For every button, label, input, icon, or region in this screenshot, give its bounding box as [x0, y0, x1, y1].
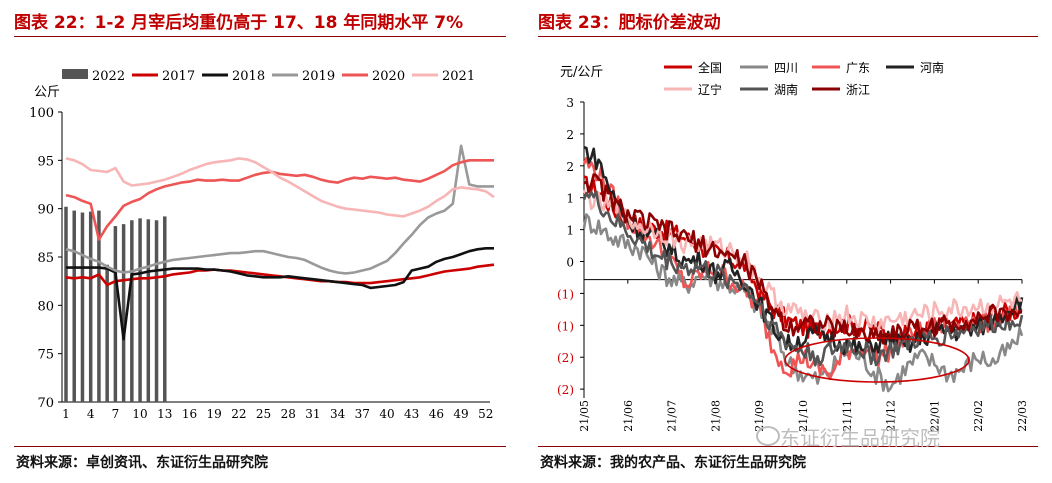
left-x-tick-label: 22 — [231, 407, 246, 421]
right-title-rule — [538, 36, 1038, 37]
left-legend-label-2017: 2017 — [162, 69, 195, 84]
left-legend-label-2020: 2020 — [372, 69, 405, 84]
left-bar-2022 — [146, 219, 151, 402]
left-bar-2022 — [130, 220, 134, 402]
left-y-tick-label: 100 — [29, 106, 54, 121]
left-legend-label-2022: 2022 — [92, 69, 125, 84]
left-source-rule — [14, 446, 506, 447]
watermark-wechat-icon — [756, 426, 780, 446]
left-x-tick-label: 28 — [281, 407, 296, 421]
right-y-tick-label: 0 — [566, 256, 574, 270]
left-bar-2022 — [88, 211, 93, 402]
right-source-rule — [538, 446, 1038, 447]
right-y-tick-label: (2) — [557, 351, 574, 365]
left-y-axis-label: 公斤 — [34, 85, 60, 100]
left-x-tick-label: 16 — [182, 407, 197, 421]
left-y-tick-label: 70 — [37, 396, 54, 411]
left-bar-2022 — [97, 210, 101, 402]
right-x-tick-label: 21/05 — [578, 400, 591, 432]
right-x-tick-label: 21/06 — [622, 400, 635, 432]
left-bar-2022 — [138, 218, 142, 402]
right-x-tick-label: 21/08 — [709, 400, 722, 432]
right-y-tick-label: (2) — [557, 383, 574, 397]
left-legend-swatch-2022 — [62, 69, 88, 79]
left-legend-label-2021: 2021 — [442, 69, 475, 84]
left-series-line-2021 — [65, 157, 495, 218]
left-x-tick-label: 25 — [256, 407, 271, 421]
left-y-tick-label: 90 — [37, 203, 54, 218]
left-bar-2022 — [72, 210, 76, 402]
left-x-tick-label: 49 — [453, 407, 468, 421]
right-x-tick-label: 22/03 — [1016, 400, 1029, 432]
left-series-line-2019 — [65, 144, 494, 275]
left-x-tick-label: 4 — [87, 407, 95, 421]
right-series-line-四川 — [582, 213, 1024, 393]
left-y-tick-label: 80 — [37, 299, 54, 314]
left-chart: 70 75 80 85 90 95 100 公斤 1 4 7 10 13 16 19 22 25 28 31 34 37… — [29, 69, 495, 421]
right-legend-label-四川: 四川 — [774, 61, 798, 75]
left-x-tick-label: 1 — [62, 407, 70, 421]
right-y-tick-label: 2 — [566, 128, 574, 142]
right-x-tick-label: 21/11 — [841, 400, 854, 432]
left-x-tick-label: 34 — [330, 407, 346, 421]
left-legend-label-2018: 2018 — [232, 69, 265, 84]
right-legend-label-全国: 全国 — [698, 60, 722, 75]
right-y-tick-label: 2 — [566, 160, 574, 174]
left-x-tick-label: 10 — [132, 407, 147, 421]
right-legend-label-河南: 河南 — [920, 60, 944, 75]
right-x-tick-label: 22/02 — [972, 400, 985, 432]
right-y-tick-label: 1 — [566, 192, 574, 206]
right-highlight-ellipse — [784, 337, 970, 383]
right-legend-label-广东: 广东 — [846, 61, 870, 75]
right-series-line-辽宁 — [582, 189, 1023, 333]
right-x-tick-label: 21/12 — [885, 400, 898, 432]
right-x-tick-label: 21/07 — [666, 400, 679, 432]
left-series-line-2018 — [66, 247, 494, 341]
left-y-tick-label: 85 — [37, 251, 54, 266]
left-x-tick-label: 43 — [404, 407, 419, 421]
right-series-line-浙江 — [583, 173, 1023, 345]
right-legend-label-浙江: 浙江 — [846, 83, 870, 97]
right-y-tick-label: (1) — [557, 287, 574, 301]
left-y-tick-label: 95 — [37, 154, 54, 169]
left-bar-2022 — [121, 224, 126, 402]
right-y-axis-label: 元/公斤 — [560, 65, 603, 80]
left-x-tick-label: 31 — [305, 407, 320, 421]
right-chart-title: 图表 23：肥标价差波动 — [538, 13, 721, 33]
left-bar-2022 — [154, 220, 159, 402]
left-x-tick-label: 19 — [207, 407, 222, 421]
right-legend-label-湖南: 湖南 — [774, 82, 798, 97]
right-series-line-湖南 — [582, 190, 1024, 367]
left-y-tick-label: 75 — [37, 348, 54, 363]
left-x-tick-label: 7 — [112, 407, 120, 421]
right-chart: 3 2 2 1 1 0 (1) (1) (2) (2) 元/公斤 21/05 21/06 21/07 21/… — [557, 60, 1029, 432]
right-x-tick-label: 22/01 — [928, 400, 941, 432]
right-source-text: 资料来源：我的农产品、东证衍生品研究院 — [540, 455, 806, 471]
left-bar-2022 — [113, 226, 118, 402]
right-x-tick-label: 21/09 — [753, 400, 766, 432]
left-bar-2022 — [64, 206, 68, 402]
left-x-tick-label: 46 — [429, 407, 444, 421]
left-x-tick-label: 37 — [355, 407, 370, 421]
left-x-tick-label: 13 — [157, 407, 172, 421]
left-bar-2022 — [80, 212, 85, 402]
watermark-text: 东证衍生品研究院 — [780, 426, 940, 450]
left-x-tick-label: 40 — [379, 407, 394, 421]
right-y-tick-label: 1 — [566, 224, 574, 238]
left-x-tick-label: 52 — [478, 407, 493, 421]
right-y-tick-label: (1) — [557, 319, 574, 333]
left-series-line-2020 — [65, 159, 494, 241]
right-legend-label-辽宁: 辽宁 — [698, 82, 722, 97]
left-title-rule — [14, 36, 506, 37]
left-source-text: 资料来源：卓创资讯、东证衍生品研究院 — [16, 455, 268, 471]
left-bar-2022 — [105, 264, 109, 402]
left-chart-title: 图表 22：1-2 月宰后均重仍高于 17、18 年同期水平 7% — [14, 13, 464, 33]
right-x-tick-label: 21/10 — [797, 400, 810, 432]
left-legend-label-2019: 2019 — [302, 69, 335, 84]
right-y-tick-label: 3 — [566, 96, 574, 110]
left-bar-2022 — [163, 216, 167, 402]
